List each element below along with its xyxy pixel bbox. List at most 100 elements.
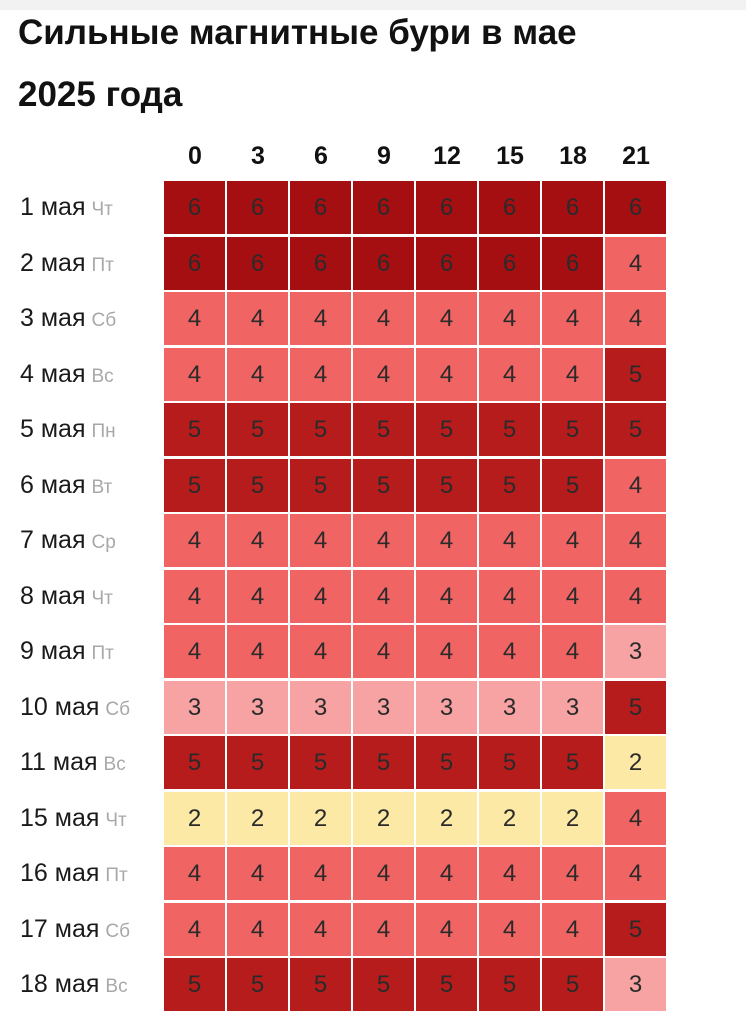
row-label: 7 мая Ср (20, 514, 116, 567)
heatmap-cell: 4 (227, 514, 288, 567)
row-weekday: Вт (91, 476, 113, 498)
heatmap-cell: 5 (542, 958, 603, 1011)
row-label: 1 мая Чт (20, 181, 113, 234)
heatmap-cell: 4 (227, 347, 288, 401)
row-label: 18 мая Вс (20, 958, 128, 1011)
heatmap-cell: 4 (542, 514, 603, 567)
heatmap-cell: 4 (605, 847, 666, 900)
row-label: 4 мая Вс (20, 348, 114, 401)
column-header-0: 0 (188, 142, 202, 170)
heatmap-cell: 3 (542, 680, 603, 734)
heatmap-cell: 4 (416, 569, 477, 623)
heatmap-cell: 4 (479, 569, 540, 623)
heatmap-cell: 6 (164, 236, 225, 290)
heatmap-cell: 4 (164, 625, 225, 678)
row-date: 4 мая (20, 359, 86, 388)
heatmap-cell: 4 (353, 292, 414, 345)
row-date: 17 мая (20, 914, 100, 943)
heatmap-cell: 6 (542, 236, 603, 290)
heatmap-cell: 4 (479, 292, 540, 345)
row-weekday: Вс (91, 365, 114, 387)
row-weekday: Вс (105, 976, 128, 997)
heatmap-cell: 2 (479, 791, 540, 845)
heatmap-cell: 4 (290, 569, 351, 623)
heatmap-cell: 4 (479, 625, 540, 678)
heatmap-cell: 6 (164, 181, 225, 234)
heatmap-cell: 3 (479, 680, 540, 734)
row-date: 10 мая (20, 692, 100, 721)
heatmap-cell: 6 (353, 181, 414, 234)
heatmap-cell: 4 (479, 902, 540, 956)
row-date: 15 мая (20, 803, 100, 832)
heatmap-cell: 5 (542, 736, 603, 789)
heatmap-cell: 4 (416, 514, 477, 567)
heatmap-cell: 5 (416, 403, 477, 456)
row-date: 6 мая (20, 470, 86, 499)
heatmap-cell: 5 (227, 958, 288, 1011)
heatmap-cell: 2 (605, 736, 666, 789)
heatmap-cell: 4 (542, 569, 603, 623)
row-label: 9 мая Пт (20, 625, 114, 678)
heatmap-cell: 4 (164, 569, 225, 623)
heatmap-cell: 5 (542, 458, 603, 512)
heatmap-cell: 4 (164, 514, 225, 567)
heatmap-cell: 6 (416, 236, 477, 290)
row-weekday: Чт (91, 199, 113, 220)
heatmap-cell: 4 (353, 625, 414, 678)
heatmap-cell: 4 (353, 902, 414, 956)
row-date: 5 мая (20, 415, 86, 443)
row-weekday: Пт (105, 865, 128, 886)
heatmap-cell: 5 (290, 458, 351, 512)
heatmap-cell: 3 (353, 680, 414, 734)
heatmap-cell: 6 (605, 181, 666, 234)
row-label: 8 мая Чт (20, 570, 113, 623)
chart-title-line-2: 2025 года (18, 75, 183, 114)
row-label: 15 мая Чт (20, 792, 127, 845)
heatmap-cell: 5 (479, 403, 540, 456)
heatmap-cell: 4 (479, 847, 540, 900)
heatmap-cell: 5 (353, 458, 414, 512)
row-label: 2 мая Пт (20, 237, 114, 290)
heatmap-cell: 4 (290, 514, 351, 567)
column-header-9: 9 (377, 142, 391, 170)
heatmap-cell: 4 (605, 236, 666, 290)
heatmap-cell: 5 (353, 958, 414, 1011)
row-label: 3 мая Сб (20, 292, 116, 345)
heatmap-cell: 4 (416, 625, 477, 678)
row-date: 3 мая (20, 304, 86, 332)
heatmap-cell: 4 (227, 847, 288, 900)
heatmap-cell: 4 (290, 902, 351, 956)
heatmap-cell: 4 (479, 514, 540, 567)
row-weekday: Вс (103, 754, 126, 775)
heatmap-cell: 4 (164, 847, 225, 900)
heatmap-cell: 3 (227, 680, 288, 734)
heatmap-cell: 3 (164, 680, 225, 734)
heatmap-cell: 5 (164, 403, 225, 456)
heatmap-cell: 4 (164, 347, 225, 401)
heatmap-cell: 4 (227, 625, 288, 678)
chart-title: Сильные магнитные бури в мае 2025 года (18, 2, 718, 126)
heatmap-cell: 4 (164, 902, 225, 956)
heatmap-cell: 4 (542, 347, 603, 401)
row-date: 2 мая (20, 248, 86, 277)
row-weekday: Пт (91, 643, 114, 664)
heatmap-cell: 5 (479, 958, 540, 1011)
heatmap-cell: 5 (479, 458, 540, 512)
heatmap-cell: 6 (290, 181, 351, 234)
heatmap-cell: 4 (605, 791, 666, 845)
heatmap-cell: 2 (353, 791, 414, 845)
column-header-18: 18 (559, 142, 587, 170)
heatmap-cell: 3 (605, 958, 666, 1011)
row-weekday: Сб (105, 698, 130, 720)
row-date: 7 мая (20, 526, 86, 554)
row-label: 16 мая Пт (20, 847, 128, 900)
heatmap-cell: 6 (227, 181, 288, 234)
column-header-3: 3 (251, 142, 265, 170)
heatmap-cell: 4 (542, 902, 603, 956)
heatmap-cell: 4 (416, 292, 477, 345)
column-header-6: 6 (314, 142, 328, 170)
column-header-21: 21 (622, 142, 650, 170)
heatmap-cell: 4 (542, 292, 603, 345)
heatmap-cell: 6 (353, 236, 414, 290)
heatmap-cell: 4 (542, 847, 603, 900)
